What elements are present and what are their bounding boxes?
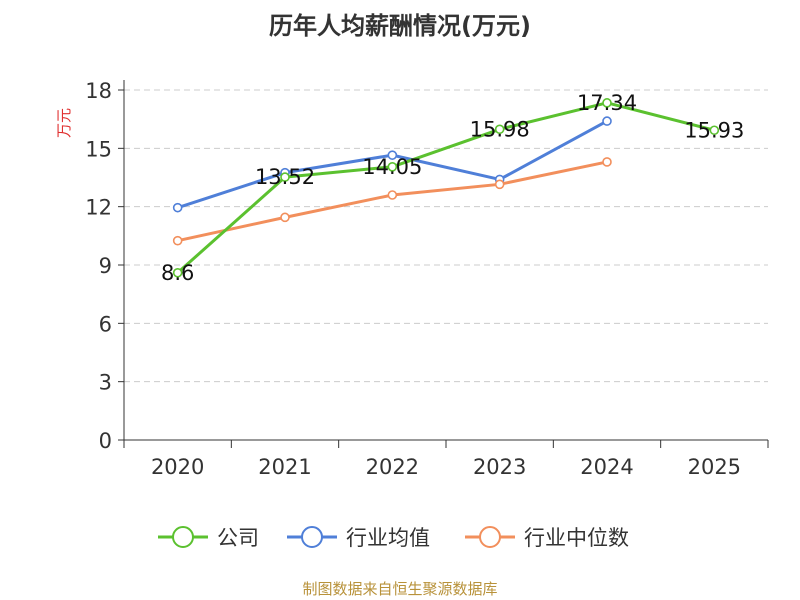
x-tick-label: 2020 <box>151 455 204 479</box>
data-point <box>709 125 720 136</box>
data-label: 15.93 <box>684 118 744 142</box>
data-point <box>602 116 612 126</box>
data-label: 14.05 <box>362 155 422 179</box>
x-tick-label: 2023 <box>473 455 526 479</box>
data-point <box>280 172 290 182</box>
legend-swatch-marker <box>479 526 501 548</box>
legend-swatch-marker <box>301 526 323 548</box>
data-point <box>387 190 398 200</box>
legend-swatch-marker <box>172 526 194 548</box>
data-point <box>494 124 505 135</box>
y-tick-label: 0 <box>99 429 112 453</box>
y-tick-label: 12 <box>85 196 112 220</box>
data-point <box>602 98 612 108</box>
data-label: 13.52 <box>255 165 315 189</box>
x-tick-label: 2025 <box>688 455 741 479</box>
y-tick-label: 6 <box>99 312 112 336</box>
y-tick-label: 3 <box>99 371 112 395</box>
data-point <box>172 235 183 246</box>
chart-title: 历年人均薪酬情况(万元) <box>269 12 531 40</box>
x-tick-label: 2021 <box>258 455 311 479</box>
data-point <box>494 179 505 190</box>
y-tick-label: 15 <box>85 137 112 161</box>
x-tick-label: 2024 <box>580 455 633 479</box>
x-tick-label: 2022 <box>366 455 419 479</box>
source-note: 制图数据来自恒生聚源数据库 <box>302 580 498 598</box>
y-axis-title: 万元 <box>55 108 73 138</box>
series-line-company <box>176 101 715 274</box>
data-point <box>172 267 183 278</box>
y-tick-label: 9 <box>99 254 112 278</box>
data-point <box>387 150 398 160</box>
data-label: 17.34 <box>577 91 637 115</box>
data-label: 8.6 <box>161 261 194 285</box>
legend-label: 行业中位数 <box>524 526 629 550</box>
data-point <box>387 162 398 172</box>
data-point <box>602 157 612 167</box>
legend-label: 公司 <box>217 526 259 550</box>
data-point <box>280 212 290 223</box>
legend-label: 行业均值 <box>346 526 430 550</box>
data-label: 15.98 <box>470 117 530 141</box>
data-point <box>172 202 183 213</box>
y-tick-label: 18 <box>85 79 112 103</box>
